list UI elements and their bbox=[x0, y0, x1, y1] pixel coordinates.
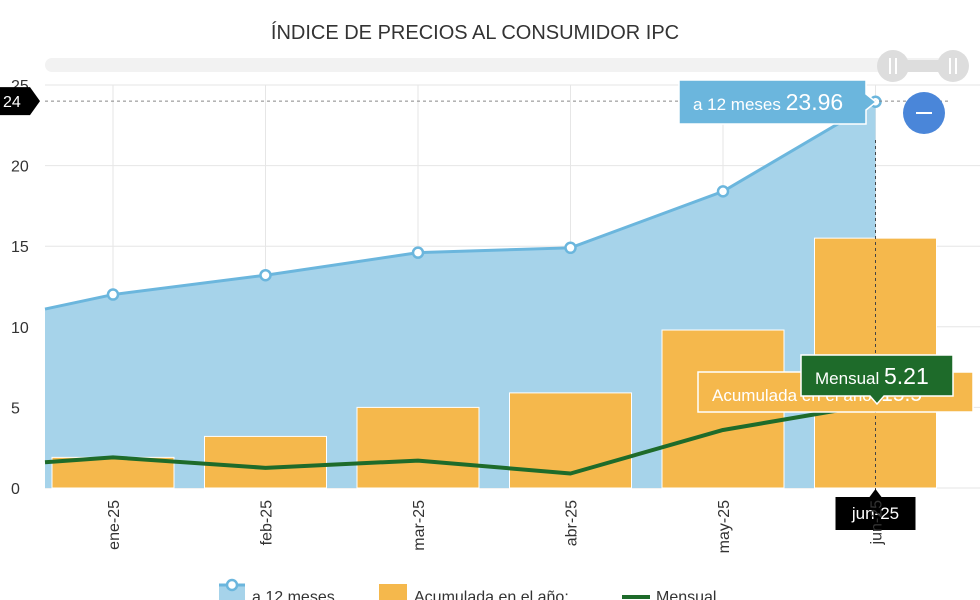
bar-feb-25 bbox=[204, 435, 327, 489]
x-tick-label: ene-25 bbox=[106, 500, 123, 550]
crosshair-y-label-box bbox=[0, 87, 40, 116]
x-tick-label: abr-25 bbox=[564, 500, 581, 546]
tooltip-mensual-text: Mensual 5.21 bbox=[815, 363, 929, 389]
crosshair-x-label: jun-25 bbox=[851, 504, 899, 523]
area-point-ene-25 bbox=[106, 288, 120, 301]
navigator-handle[interactable] bbox=[877, 50, 969, 82]
bar-ene-25 bbox=[51, 456, 175, 489]
legend-item-mensual[interactable]: Mensual bbox=[622, 589, 716, 600]
minus-icon bbox=[916, 112, 932, 114]
legend-swatch-bar bbox=[379, 584, 407, 600]
x-axis: ene-25 feb-25 mar-25 abr-25 may-25 jun-25 bbox=[106, 500, 886, 553]
bar-mar-25 bbox=[356, 406, 480, 489]
crosshair: 24 jun-25 bbox=[0, 87, 950, 530]
tooltip-mensual-box bbox=[800, 354, 954, 406]
area-point-abr-25 bbox=[564, 241, 577, 255]
navigator-track[interactable] bbox=[45, 58, 965, 72]
bar-series bbox=[51, 237, 937, 489]
y-tick-label: 20 bbox=[11, 159, 29, 176]
area-point-may-25 bbox=[716, 185, 730, 198]
legend-item-12-meses[interactable]: a 12 meses bbox=[219, 578, 335, 600]
legend-label: Acumulada en el año: bbox=[414, 589, 569, 600]
legend-swatch-area bbox=[219, 585, 245, 600]
y-tick-label: 5 bbox=[11, 400, 20, 417]
tooltip-12-meses-text: a 12 meses 23.96 bbox=[693, 89, 843, 115]
legend-label: a 12 meses bbox=[252, 589, 335, 600]
zoom-out-button[interactable] bbox=[903, 92, 945, 134]
chart-title: ÍNDICE DE PRECIOS AL CONSUMIDOR IPC bbox=[271, 21, 679, 44]
tooltip-12-meses-box bbox=[678, 79, 878, 125]
x-tick-label: may-25 bbox=[716, 500, 733, 553]
x-tick-label: jun-25 bbox=[869, 500, 886, 546]
legend-label: Mensual bbox=[656, 589, 716, 600]
legend-swatch-area-point bbox=[225, 578, 239, 592]
crosshair-x-label-box bbox=[835, 489, 916, 530]
legend: a 12 meses Acumulada en el año: Mensual bbox=[219, 578, 716, 600]
x-tick-label: feb-25 bbox=[259, 500, 276, 545]
area-point-feb-25 bbox=[259, 268, 272, 282]
y-tick-label: 15 bbox=[11, 239, 29, 256]
y-tick-label: 10 bbox=[11, 320, 29, 337]
y-tick-label: 0 bbox=[11, 481, 20, 498]
crosshair-y-label: 24 bbox=[3, 94, 21, 111]
line-series bbox=[44, 402, 876, 476]
legend-item-acumulada[interactable]: Acumulada en el año: bbox=[379, 584, 569, 600]
mensual-line bbox=[44, 402, 876, 476]
area-point-mar-25 bbox=[411, 246, 425, 259]
tooltips: Acumulada en el año: 15.5a 12 meses 23.9… bbox=[678, 79, 974, 413]
x-tick-label: mar-25 bbox=[411, 500, 428, 551]
